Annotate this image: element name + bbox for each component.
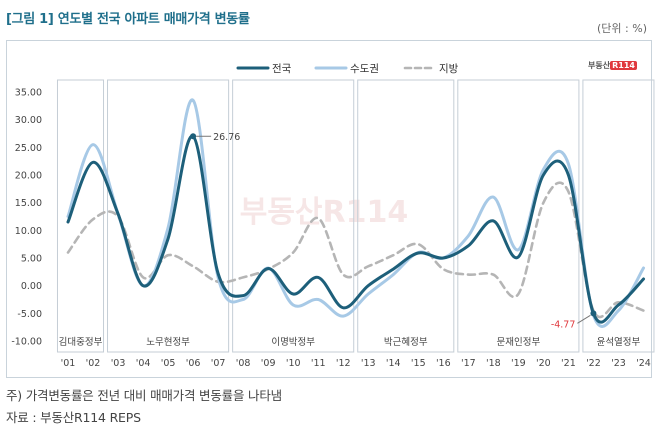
footnote-note: 주) 가격변동률은 전년 대비 매매가격 변동률을 나타냄	[6, 388, 282, 403]
series-line	[66, 181, 645, 319]
era-box	[582, 79, 655, 353]
era-label: 문재인정부	[497, 337, 541, 348]
x-tick-label: '06	[186, 358, 201, 369]
y-tick-label: 15.00	[15, 198, 42, 209]
x-tick-label: '03	[111, 358, 126, 369]
y-tick-label: 5.00	[21, 254, 42, 265]
annotation-point	[190, 133, 197, 140]
y-tick-label: 0.00	[21, 281, 42, 292]
x-tick-label: '05	[161, 358, 176, 369]
x-tick-label: '24	[636, 358, 651, 369]
unit-label: (단위 : %)	[597, 22, 647, 35]
brand-logo-badge: R114	[610, 61, 637, 70]
chart-title: [그림 1] 연도별 전국 아파트 매매가격 변동률	[6, 12, 250, 27]
era-box	[56, 79, 105, 353]
x-tick-label: '13	[361, 358, 376, 369]
era-box	[232, 79, 355, 353]
annotation-point	[590, 310, 597, 317]
x-tick-label: '01	[61, 358, 76, 369]
chart-frame	[6, 40, 652, 378]
y-tick-label: 30.00	[15, 115, 42, 126]
x-tick-label: '04	[136, 358, 151, 369]
x-tick-label: '12	[336, 358, 351, 369]
x-tick-label: '10	[286, 358, 301, 369]
annotation-label: 26.76	[213, 132, 240, 143]
y-tick-label: 25.00	[15, 143, 42, 154]
x-tick-label: '09	[261, 358, 276, 369]
footnote-source: 자료 : 부동산R114 REPS	[6, 410, 141, 425]
x-tick-label: '08	[236, 358, 251, 369]
legend-label: 지방	[439, 63, 459, 75]
x-tick-label: '15	[411, 358, 426, 369]
x-tick-label: '14	[386, 358, 401, 369]
era-label: 김대중정부	[59, 336, 103, 348]
annotation-leader	[577, 314, 591, 324]
x-tick-label: '23	[611, 358, 626, 369]
x-tick-label: '22	[586, 358, 601, 369]
x-tick-label: '18	[486, 358, 501, 369]
y-tick-label: -5.00	[17, 309, 42, 320]
x-tick-label: '17	[461, 358, 476, 369]
era-label: 노무현정부	[146, 337, 190, 348]
y-tick-label: 10.00	[15, 226, 42, 237]
brand-logo: 부동산 R114	[588, 60, 637, 71]
era-label: 윤석열정부	[597, 337, 641, 348]
era-box	[107, 79, 230, 353]
y-tick-label: 20.00	[15, 171, 42, 182]
series-line	[66, 98, 645, 328]
y-tick-label: 35.00	[15, 88, 42, 99]
x-tick-label: '19	[511, 358, 526, 369]
x-tick-label: '07	[211, 358, 226, 369]
legend-label: 수도권	[350, 63, 379, 75]
brand-logo-text: 부동산	[588, 61, 611, 70]
era-label: 박근혜정부	[384, 336, 428, 348]
x-tick-label: '02	[86, 358, 101, 369]
x-tick-label: '11	[311, 358, 326, 369]
era-box	[457, 79, 580, 353]
annotation-label: -4.77	[551, 319, 576, 330]
x-tick-label: '16	[436, 358, 451, 369]
era-label: 이명박정부	[271, 337, 315, 348]
series-line	[66, 134, 645, 324]
legend-label: 전국	[272, 63, 292, 75]
x-tick-label: '20	[536, 358, 551, 369]
y-tick-label: -10.00	[11, 337, 42, 348]
x-tick-label: '21	[561, 358, 576, 369]
era-box	[357, 79, 455, 353]
